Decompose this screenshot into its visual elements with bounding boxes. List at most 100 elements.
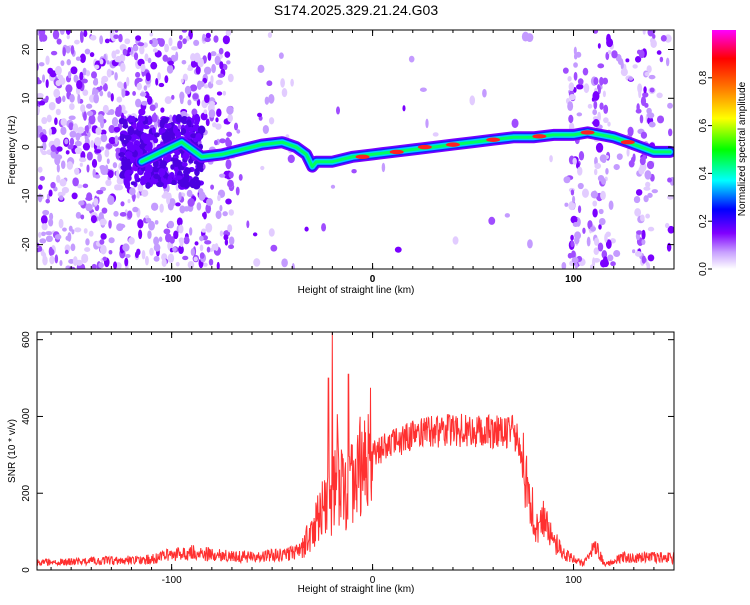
spectrogram-noise-dot bbox=[215, 123, 222, 130]
spectrogram-cluster-dot bbox=[172, 158, 180, 168]
spectrogram-noise-dot bbox=[668, 128, 673, 137]
spectrogram-cluster-dot bbox=[167, 129, 176, 139]
spectrogram-noise-dot bbox=[102, 83, 108, 92]
spectrogram-noise-dot bbox=[575, 51, 582, 58]
spectrogram-noise-dot bbox=[186, 189, 193, 198]
spectrogram-noise-dot bbox=[149, 104, 156, 112]
colorbar: 0.0 0.2 0.4 0.6 0.8 Normalized spectral ampl… bbox=[698, 30, 748, 276]
spectrogram-noise-dot bbox=[618, 55, 622, 62]
spectrogram-noise-dot bbox=[568, 114, 574, 124]
spectrogram-noise-dot bbox=[202, 212, 206, 218]
spectrogram-noise-dot bbox=[216, 108, 222, 117]
spectrogram-noise-dot bbox=[593, 247, 600, 255]
spectrogram-noise-dot bbox=[153, 243, 161, 252]
spectrogram-noise-dot bbox=[168, 114, 173, 124]
spectrogram-noise-dot bbox=[199, 244, 204, 252]
spectrogram-noise-dot bbox=[225, 30, 232, 37]
spectrogram-noise-dot bbox=[182, 255, 189, 261]
spectrogram-noise-dot bbox=[56, 146, 63, 152]
spectrogram-noise-dot bbox=[602, 77, 609, 85]
spectrogram-noise-dot bbox=[80, 104, 86, 113]
spectrogram-noise-dot bbox=[87, 131, 91, 138]
spectrogram-noise-dot bbox=[66, 161, 74, 170]
spectrogram-noise-dot bbox=[146, 92, 150, 99]
spectrogram-noise-dot bbox=[290, 78, 294, 87]
spectrogram-noise-dot bbox=[38, 100, 46, 106]
spectrogram-noise-dot bbox=[636, 103, 640, 112]
spectrogram-noise-dot bbox=[136, 191, 140, 199]
spectrogram-noise-dot bbox=[568, 94, 576, 101]
spectrogram-noise-dot bbox=[636, 230, 643, 235]
spectrogram-noise-dot bbox=[587, 103, 593, 109]
spectrogram-noise-dot bbox=[102, 256, 108, 262]
spectrogram-noise-dot bbox=[408, 55, 415, 63]
spectrogram-noise-dot bbox=[215, 117, 219, 123]
spectrogram-noise-dot bbox=[59, 77, 66, 85]
spectrogram-noise-dot bbox=[82, 89, 89, 96]
spectrogram-noise-dot bbox=[55, 79, 62, 87]
spectrogram-noise-dot bbox=[118, 33, 123, 43]
spectrogram-noise-dot bbox=[634, 208, 642, 217]
spectrogram-noise-dot bbox=[135, 98, 142, 108]
spectrogram-noise-dot bbox=[667, 102, 673, 109]
spectrogram-noise-dot bbox=[177, 40, 183, 50]
spectrogram-noise-dot bbox=[98, 262, 104, 269]
spectrogram-noise-dot bbox=[568, 82, 575, 92]
spectrogram-noise-dot bbox=[223, 234, 229, 241]
spectrogram-noise-dot bbox=[219, 138, 226, 144]
spectrogram-noise-dot bbox=[196, 202, 202, 211]
spectrogram-noise-dot bbox=[59, 195, 64, 201]
spectrogram-noise-dot bbox=[74, 167, 80, 176]
spectrogram-noise-dot bbox=[114, 135, 119, 145]
spectrogram-noise-dot bbox=[81, 253, 89, 264]
spectrogram-noise-dot bbox=[656, 50, 662, 55]
spectrogram-noise-dot bbox=[641, 255, 647, 264]
spectrogram-noise-dot bbox=[643, 86, 647, 94]
spectrogram-noise-dot bbox=[139, 45, 145, 55]
spectrogram-noise-dot bbox=[210, 51, 217, 57]
spectrogram-noise-dot bbox=[49, 255, 55, 265]
spectrogram-cluster-dot bbox=[121, 139, 130, 145]
spectrogram-noise-dot bbox=[203, 109, 208, 115]
colorbar-ticks: 0.0 0.2 0.4 0.6 0.8 bbox=[698, 70, 712, 276]
spectrogram-cluster-dot bbox=[183, 181, 191, 189]
snr-frame bbox=[36, 331, 675, 571]
spectrogram-noise-dot bbox=[574, 262, 579, 269]
spectrogram-cluster-dot bbox=[163, 137, 168, 145]
spectrogram-noise-dot bbox=[45, 95, 49, 101]
spectrogram-noise-dot bbox=[74, 147, 83, 155]
spectrogram-noise-dot bbox=[62, 95, 66, 103]
spectrogram-noise-dot bbox=[606, 38, 614, 48]
spectrogram-noise-dot bbox=[205, 222, 213, 233]
spectrogram-noise-dot bbox=[141, 189, 149, 197]
spectrogram-noise-dot bbox=[222, 35, 230, 45]
spectrogram-noise-dot bbox=[38, 184, 43, 190]
spectrogram-noise-dot bbox=[227, 179, 234, 188]
spectrogram-noise-dot bbox=[59, 260, 63, 267]
spectrogram-noise-dot bbox=[177, 124, 182, 130]
spectrogram-noise-dot bbox=[178, 34, 183, 40]
colorbar-tick-label: 0.6 bbox=[698, 118, 709, 132]
spectrogram-peak bbox=[532, 134, 547, 139]
spectrogram-noise-dot bbox=[41, 223, 48, 231]
spectrogram-noise-dot bbox=[649, 87, 655, 93]
spectrogram-noise-dot bbox=[91, 263, 97, 269]
spectrogram-noise-dot bbox=[640, 131, 648, 139]
spectrogram-noise-dot bbox=[228, 236, 235, 246]
spectrogram-noise-dot bbox=[84, 48, 91, 55]
spectrogram-noise-dot bbox=[482, 88, 487, 98]
spectrogram-noise-dot bbox=[75, 211, 82, 219]
y-tick-label: 400 bbox=[21, 408, 32, 425]
spectrogram-noise-dot bbox=[645, 181, 650, 186]
spectrogram-noise-dot bbox=[582, 227, 586, 234]
spectrogram-noise-dot bbox=[99, 239, 105, 245]
spectrogram-noise-dot bbox=[605, 239, 612, 249]
spectrogram-noise-dot bbox=[75, 132, 81, 142]
spectrogram-noise-dot bbox=[180, 78, 184, 83]
spectrogram-noise-dot bbox=[638, 49, 645, 59]
spectrogram-noise-dot bbox=[37, 125, 43, 133]
spectrogram-noise-dot bbox=[99, 85, 103, 91]
spectrogram-noise-dot bbox=[598, 218, 606, 226]
spectrogram-noise-dot bbox=[66, 34, 70, 40]
